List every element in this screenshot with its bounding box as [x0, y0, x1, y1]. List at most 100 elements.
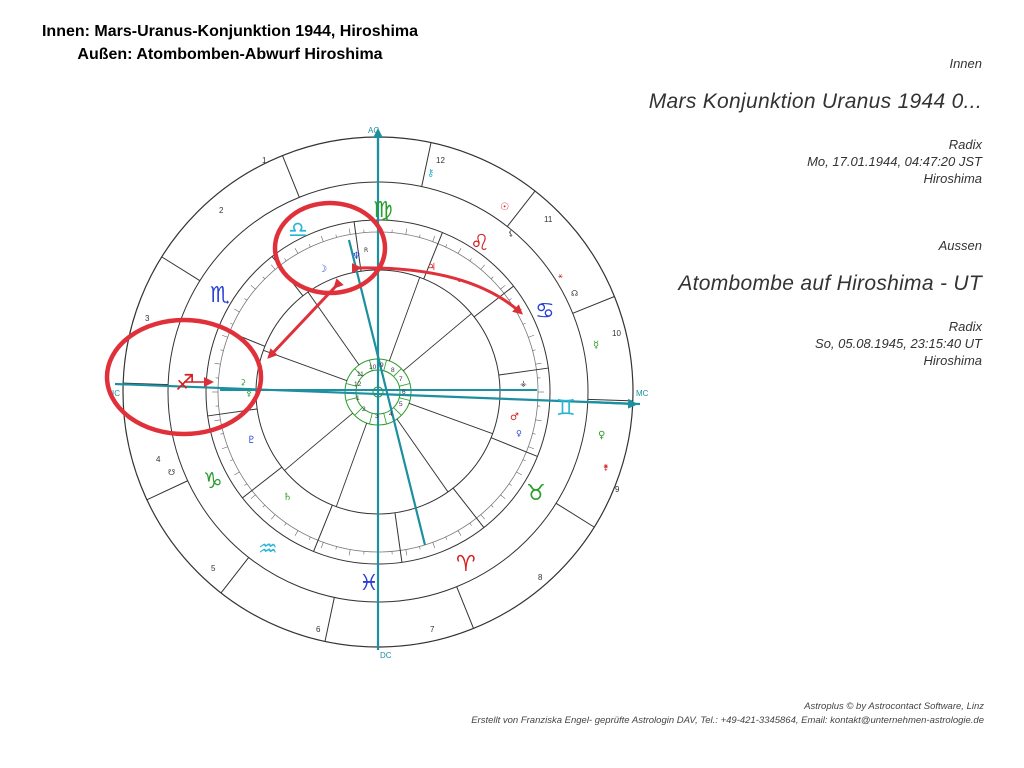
outer-cusp-line: [161, 256, 201, 282]
outer-chart-name: Atombombe auf Hiroshima - UT: [678, 272, 982, 295]
asteroid-mark: ⚹: [558, 271, 563, 280]
degree-tick: [230, 322, 234, 325]
asteroid-mark: ⚶: [520, 379, 527, 388]
degree-tick: [480, 264, 485, 270]
moon-icon: ☽: [318, 264, 327, 275]
sign-gemini: ♊: [556, 396, 576, 421]
outer-cusp-line: [587, 398, 633, 402]
neptune-icon: ♆: [352, 251, 361, 262]
hub-spoke: [399, 397, 410, 401]
inner-cusp-line: [402, 313, 472, 372]
inner-cusp-line: [263, 349, 348, 382]
outer-house-number: 4: [156, 455, 161, 464]
sign-divider-line: [242, 466, 283, 499]
inner-cusp-line: [396, 418, 449, 493]
degree-tick: [214, 419, 221, 422]
outer-house-number: 12: [436, 156, 445, 165]
outer-house-number: 8: [538, 573, 543, 582]
inner-chart-type: Radix: [948, 137, 982, 152]
inner-house-number: 1: [356, 395, 360, 402]
asteroid-mark: ⚳: [240, 378, 246, 387]
pluto-icon: ♇: [247, 435, 256, 446]
inner-house-number: 8: [391, 367, 395, 374]
hub-spoke: [393, 407, 402, 416]
retrograde-marker: R: [364, 247, 368, 254]
degree-tick: [348, 228, 351, 235]
outer-house-number: 6: [316, 625, 321, 634]
degree-tick: [535, 362, 542, 365]
degree-tick: [405, 228, 408, 235]
outer-cusp-line: [506, 190, 536, 227]
degree-tick: [335, 234, 337, 238]
inner-house-number: 6: [402, 389, 406, 396]
outer-chart-place: Hiroshima: [923, 353, 982, 368]
degree-tick: [457, 530, 462, 536]
outer-house-number: 7: [430, 625, 435, 634]
hub-spoke: [399, 383, 410, 387]
zodiac-signs: ♍ ♌ ♋ ♊ ♉ ♈ ♓ ♒ ♑ ♐ ♏ ♎: [175, 198, 576, 596]
asteroid-mark: ⚸: [508, 229, 514, 238]
degree-tick: [220, 349, 224, 351]
mc-axis-arrow: [589, 398, 638, 409]
degree-tick: [490, 504, 494, 508]
degree-tick: [284, 258, 287, 262]
outer-label: Aussen: [938, 238, 982, 253]
degree-tick: [535, 419, 542, 422]
outer-house-number: 3: [145, 314, 150, 323]
degree-tick: [500, 494, 506, 499]
inner-house-numbers: 10 11 12 1 2 3 4 5 6 7 8 9: [354, 362, 406, 420]
hub-spoke: [354, 407, 363, 416]
degree-tick: [262, 276, 266, 280]
sign-virgo: ♍: [373, 198, 393, 223]
asteroid-mark: ☊: [571, 289, 578, 298]
degree-tick: [244, 483, 248, 486]
degree-tick: [308, 536, 311, 540]
degree-tick: [480, 514, 485, 520]
sign-aquarius: ♒: [258, 537, 278, 562]
asteroid-mark: ☋: [168, 468, 175, 477]
degree-tick: [244, 298, 248, 301]
degree-tick: [419, 234, 421, 238]
degree-tick: [522, 459, 526, 462]
degree-tick: [419, 546, 421, 550]
hub-spoke: [346, 397, 357, 401]
sign-pisces: ♓: [359, 571, 379, 596]
inner-cusp-line: [284, 412, 354, 471]
hub-spoke: [354, 368, 363, 377]
author-credit: Erstellt von Franziska Engel- geprüfte A…: [471, 715, 984, 726]
degree-tick: [432, 542, 436, 549]
inner-house-number: 7: [399, 376, 403, 383]
sign-divider-line: [394, 512, 403, 563]
degree-tick: [308, 244, 311, 248]
asteroid-mark: ⚵: [603, 463, 609, 472]
degree-tick: [234, 471, 240, 476]
degree-tick: [500, 285, 506, 290]
sign-divider-line: [490, 437, 538, 457]
hub-spoke: [383, 360, 387, 371]
degree-tick: [294, 248, 299, 254]
degree-tick: [508, 483, 512, 486]
slide-title-line-2: Außen: Atombomben-Abwurf Hiroshima: [77, 46, 383, 63]
outer-cusp-line: [123, 382, 169, 386]
mars-icon: ♂: [510, 412, 519, 423]
inner-cusp-line: [388, 277, 421, 362]
saturn-icon: ♄: [283, 492, 292, 503]
degree-tick: [221, 334, 228, 338]
axis-label-dc: DC: [380, 651, 392, 660]
degree-tick: [230, 459, 234, 462]
degree-tick: [271, 514, 276, 520]
sun-icon: ☉: [500, 202, 509, 213]
connection-arrow-right: [351, 263, 523, 315]
inner-house-number: 9: [380, 362, 384, 369]
outer-cusp-line: [324, 597, 335, 642]
connection-arrow-left: [267, 278, 344, 359]
chiron-icon: ⚷: [427, 168, 434, 179]
outer-cusp-line: [282, 155, 300, 198]
degree-tick: [214, 362, 221, 365]
software-credit: Astroplus © by Astrocontact Software, Li…: [804, 701, 984, 712]
axis-label-ic: IC: [112, 389, 120, 398]
degree-tick: [532, 349, 536, 351]
inner-house-number: 10: [369, 364, 377, 371]
degree-tick: [320, 542, 324, 549]
